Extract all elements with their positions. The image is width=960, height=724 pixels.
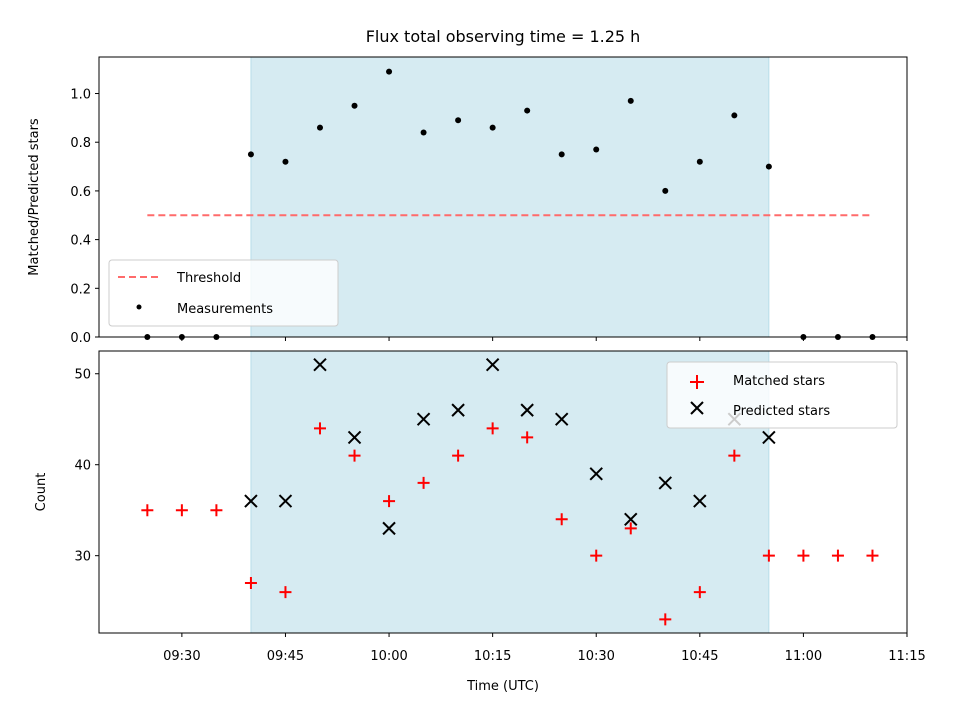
matched-star-point [555,513,568,526]
top-x-ticks [181,337,908,341]
measurement-point [627,97,634,104]
predicted-star-point [762,430,776,445]
measurement-point [489,124,496,131]
y-tick-label: 1.0 [70,88,91,103]
matched-star-point [279,586,292,599]
matched-star-point [728,449,741,462]
legend-measurements-label: Measurements [177,302,273,317]
legend-predicted-swatch [690,401,704,415]
matched-star-point [141,504,154,517]
matched-star-point [693,586,706,599]
predicted-star-point [313,357,327,372]
predicted-star-point [693,494,707,508]
y-tick-label: 50 [74,368,91,383]
x-tick-label: 10:15 [474,649,511,664]
predicted-star-point [554,412,569,426]
predicted-star-point [244,494,258,508]
matched-star-point [831,549,844,562]
measurement-point [351,102,358,109]
legend-predicted-label: Predicted stars [733,404,830,419]
top-panel-frame [98,56,908,338]
measurement-point [420,129,427,136]
y-tick-label: 0.6 [70,185,91,200]
y-tick-label: 0.0 [70,331,91,346]
y-tick-label: 0.2 [70,282,91,297]
y-tick-label: 0.4 [70,234,91,249]
bottom-panel: 30 40 50 09:30 09:45 10:00 10:15 10:30 10:45 11:… [34,350,926,664]
top-y-axis-label: Matched/Predicted stars [27,118,42,276]
matched-star-point [590,549,603,562]
bottom-x-ticks: 09:30 09:45 10:00 10:15 10:30 10:45 11:00 11:15 [163,633,926,664]
measurement-point [558,151,565,158]
matched-star-point [762,549,775,562]
matched-star-point [521,431,534,444]
measurement-point [316,124,323,131]
bottom-legend: Matched stars Predicted stars [666,361,898,429]
bottom-y-ticks: 30 40 50 [74,368,99,565]
measurement-point [662,187,669,194]
predicted-star-point [451,403,465,417]
legend-matched-swatch [690,375,704,389]
predicted-star-point [589,467,603,481]
matched-star-point [797,549,810,562]
matched-star-point [313,422,326,435]
measurement-point [731,112,738,119]
x-tick-label: 09:45 [267,649,304,664]
matched-star-point [659,613,672,626]
matched-star-point [175,504,188,517]
x-tick-label: 09:30 [163,649,200,664]
top-marks [144,68,876,340]
bottom-legend-box [666,361,898,429]
predicted-star-point [485,357,500,372]
y-tick-label: 0.8 [70,136,91,151]
measurement-point [247,151,254,158]
x-tick-label: 11:15 [888,649,925,664]
x-tick-label: 10:00 [370,649,407,664]
matched-star-point [486,422,499,435]
predicted-star-point [520,403,534,417]
measurement-point [282,158,289,165]
matched-star-point [417,476,430,489]
predicted-star-point [658,476,672,490]
bottom-panel-frame [98,350,908,634]
predicted-star-point [347,430,362,445]
measurement-point [593,146,600,153]
top-legend-box [108,259,339,327]
predicted-star-point [624,512,638,526]
measurement-point [765,163,772,170]
y-tick-label: 30 [74,550,91,565]
x-tick-label: 10:30 [577,649,614,664]
predicted-star-point [416,412,431,426]
y-tick-label: 40 [74,459,91,474]
matched-star-point [866,549,879,562]
x-tick-label: 11:00 [785,649,822,664]
top-y-ticks: 0.0 0.2 0.4 0.6 0.8 1.0 [70,88,99,346]
bottom-y-axis-label: Count [34,473,49,512]
measurement-point [524,107,531,114]
measurement-point [455,117,462,124]
matched-star-point [244,576,257,589]
top-legend: Threshold Measurements [108,259,339,327]
legend-measurements-swatch [136,304,142,310]
predicted-star-point [382,521,396,536]
matched-star-point [348,449,361,462]
matched-star-point [210,504,223,517]
top-panel: 0.0 0.2 0.4 0.6 0.8 1.0 Matched/Predicted sta… [27,56,908,346]
measurement-point [386,68,393,75]
matched-star-point [624,522,637,535]
x-axis-label: Time (UTC) [466,679,539,694]
matched-star-point [452,449,465,462]
measurement-point [696,158,703,165]
x-tick-label: 10:45 [681,649,718,664]
legend-threshold-label: Threshold [176,271,241,286]
legend-matched-label: Matched stars [733,374,825,389]
chart-title: Flux total observing time = 1.25 h [366,27,641,46]
predicted-star-point [278,494,293,508]
matched-star-point [383,495,396,508]
